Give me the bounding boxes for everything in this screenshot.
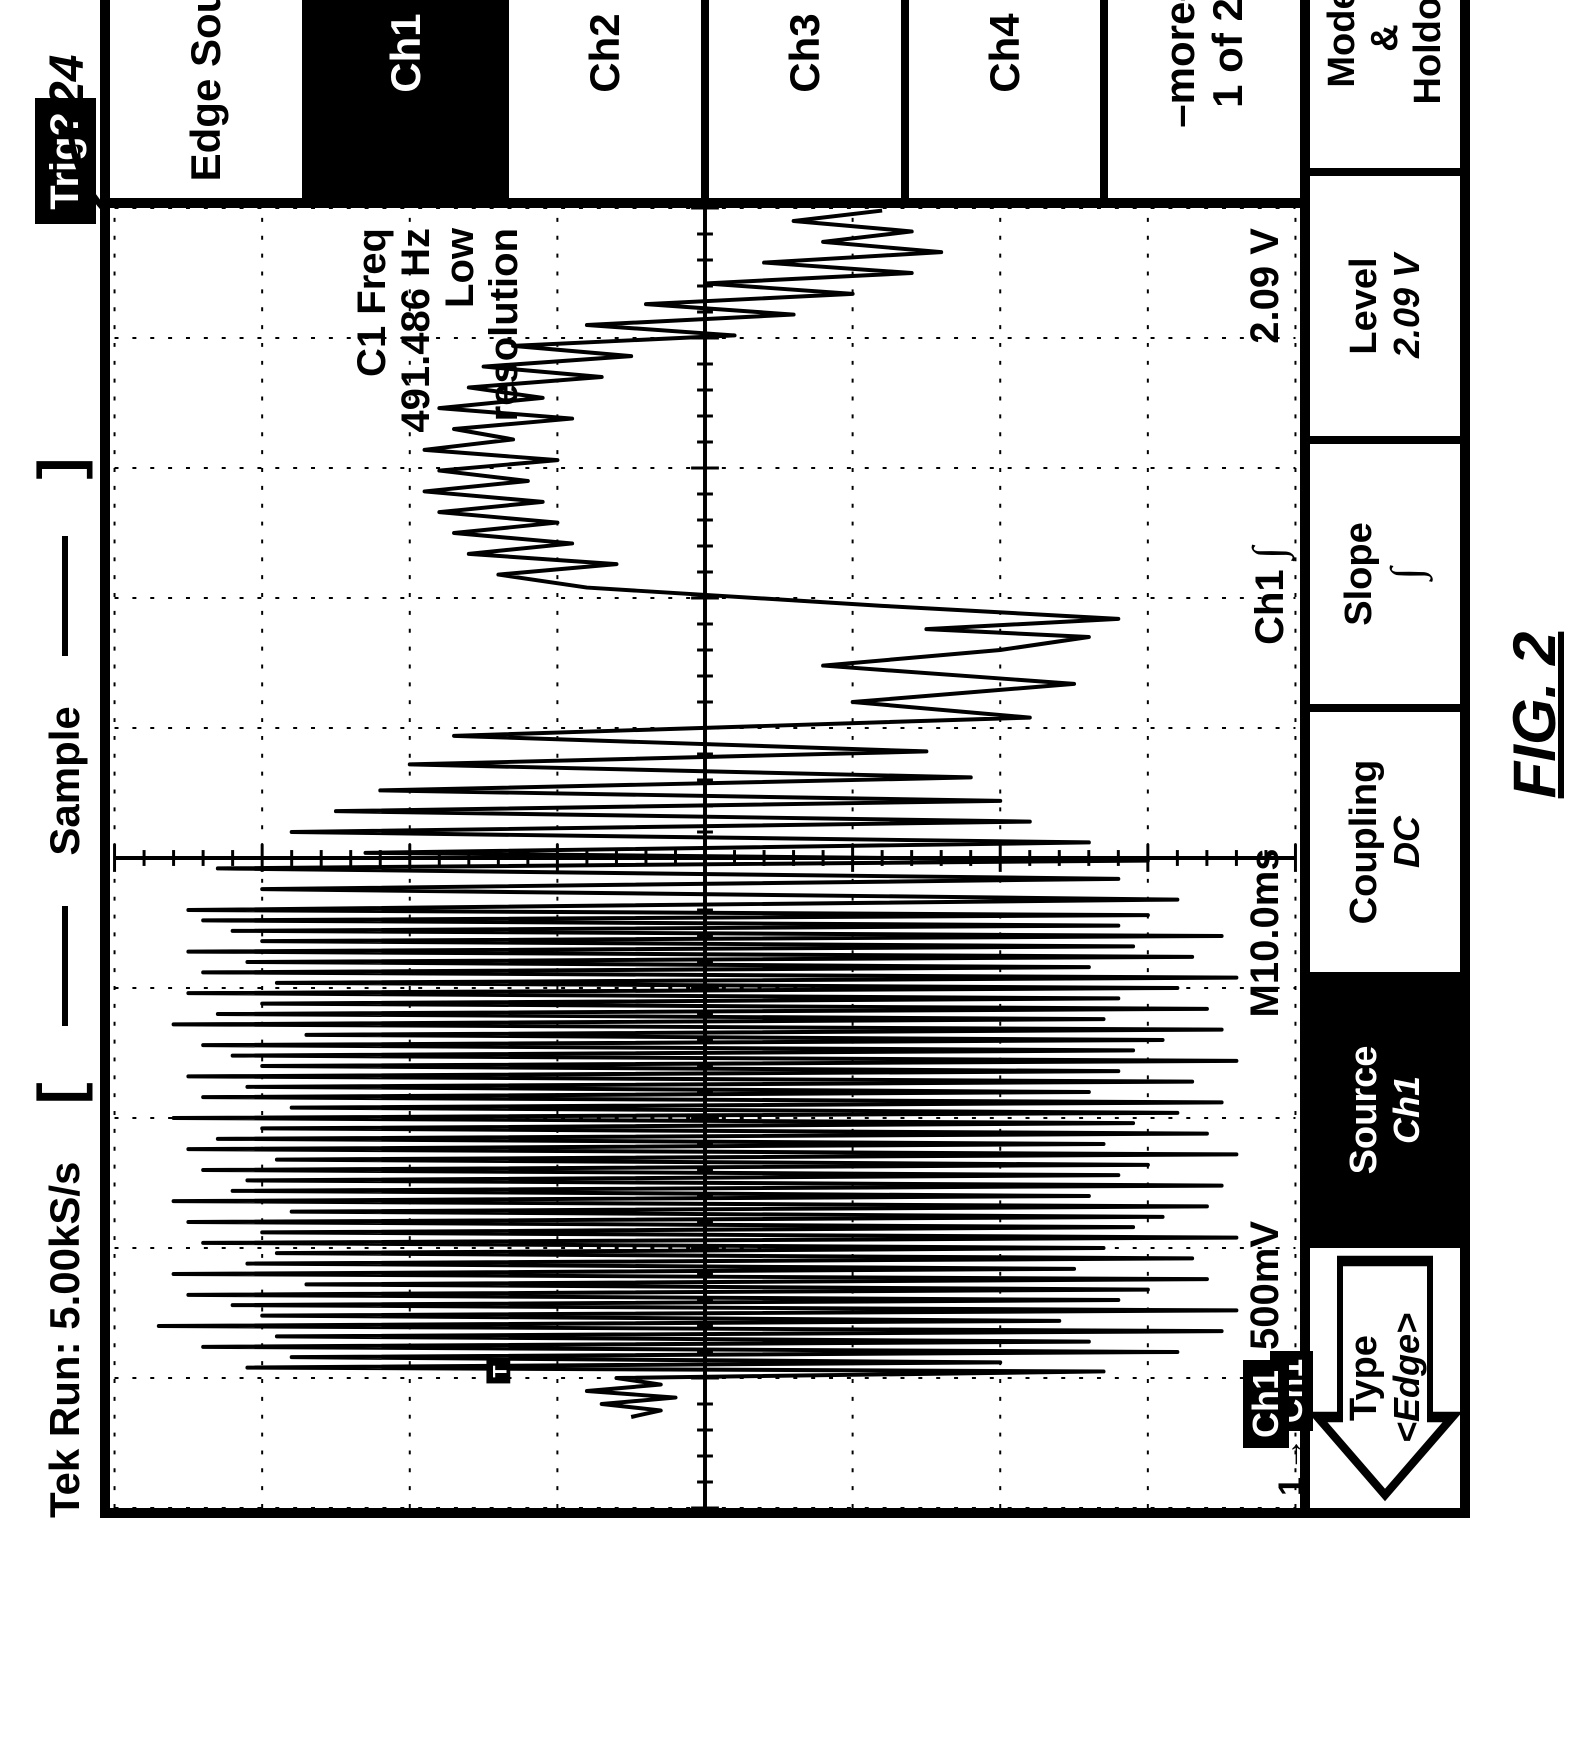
status-ch-box: Ch1 [1243, 1360, 1289, 1448]
sidebar-item-ch4[interactable]: Ch4 [909, 0, 1109, 198]
menu-mode-holdoff[interactable]: Mode & Holdoff [1310, 0, 1460, 168]
sidebar-more-l1: –more– [1156, 0, 1204, 128]
scope-display[interactable]: T C1 Freq 491.486 Hz Low resolution 1 → … [110, 198, 1300, 1508]
callout-number: 24 [41, 55, 94, 108]
sidebar: Edge Source Ch1 Ch2 Ch3 Ch4 –more– 1 of … [110, 0, 1300, 198]
scope-header: Tek Run: 5.00kS/s [ Sample ] Trig? [30, 98, 100, 1518]
menu-slope-label: Slope [1338, 522, 1381, 625]
status-line: Ch1 500mV M10.0ms Ch1 ∫ 2.09 V [1243, 228, 1294, 1448]
sidebar-item-ch2[interactable]: Ch2 [509, 0, 709, 198]
menu-source-label: Source [1343, 1046, 1386, 1175]
menu-source[interactable]: Source Ch1 [1310, 972, 1460, 1240]
status-trig-src: Ch1 [1248, 569, 1293, 645]
freq-l3: Low [438, 228, 482, 433]
sidebar-more[interactable]: –more– 1 of 2 [1108, 0, 1300, 198]
sidebar-item-ch3[interactable]: Ch3 [709, 0, 909, 198]
bottom-menu: Type <Edge> Source Ch1 Coupling DC Slope… [1310, 0, 1470, 1518]
sidebar-ch2-label: Ch2 [581, 13, 629, 92]
callout-24: 24 [40, 55, 95, 108]
run-label: Tek Run: 5.00kS/s [41, 1162, 89, 1518]
menu-coupling-label: Coupling [1343, 760, 1386, 925]
status-timebase: M10.0ms [1243, 848, 1288, 1017]
sidebar-more-l2: 1 of 2 [1204, 0, 1252, 108]
status-trig-level: 2.09 V [1243, 228, 1288, 344]
freq-l1: C1 Freq [350, 228, 394, 433]
sidebar-item-ch1[interactable]: Ch1 [310, 0, 510, 198]
scope-frame: T C1 Freq 491.486 Hz Low resolution 1 → … [100, 0, 1310, 1518]
sidebar-title-text: Edge Source [182, 0, 230, 181]
svg-text:T: T [489, 1365, 511, 1377]
sidebar-ch3-label: Ch3 [781, 13, 829, 92]
menu-level[interactable]: Level 2.09 V [1310, 168, 1460, 436]
status-vdiv: 500mV [1243, 1221, 1288, 1350]
figure-caption: FIG. 2 [1500, 0, 1569, 1588]
bracket-left: [ [35, 1076, 95, 1112]
ch1-ind-num: 1 [1272, 1477, 1311, 1496]
sample-label: Sample [41, 706, 89, 855]
menu-level-sub: 2.09 V [1386, 254, 1428, 358]
menu-type-label: Type [1343, 1313, 1386, 1443]
sidebar-title: Edge Source [110, 0, 310, 198]
menu-coupling-sub: DC [1386, 816, 1428, 868]
menu-slope-sub: ∫ [1381, 568, 1432, 580]
freq-l2: 491.486 Hz [394, 228, 438, 433]
bracket-line-r [62, 536, 68, 656]
menu-mode-label: Mode & Holdoff [1321, 0, 1450, 104]
bracket-right: ] [35, 450, 95, 486]
scope-plot: T [110, 208, 1300, 1508]
sidebar-ch4-label: Ch4 [981, 13, 1029, 92]
bracket-line-l [62, 906, 68, 1026]
menu-type[interactable]: Type <Edge> [1310, 1240, 1460, 1508]
menu-type-sub: <Edge> [1386, 1313, 1428, 1443]
menu-coupling[interactable]: Coupling DC [1310, 704, 1460, 972]
menu-source-sub: Ch1 [1386, 1076, 1428, 1144]
freq-annotation: C1 Freq 491.486 Hz Low resolution [350, 228, 526, 433]
sidebar-ch1-label: Ch1 [382, 13, 430, 92]
menu-slope[interactable]: Slope ∫ [1310, 436, 1460, 704]
menu-level-label: Level [1343, 257, 1386, 354]
rising-edge-icon: ∫ [1243, 547, 1294, 559]
freq-l4: resolution [482, 228, 526, 433]
